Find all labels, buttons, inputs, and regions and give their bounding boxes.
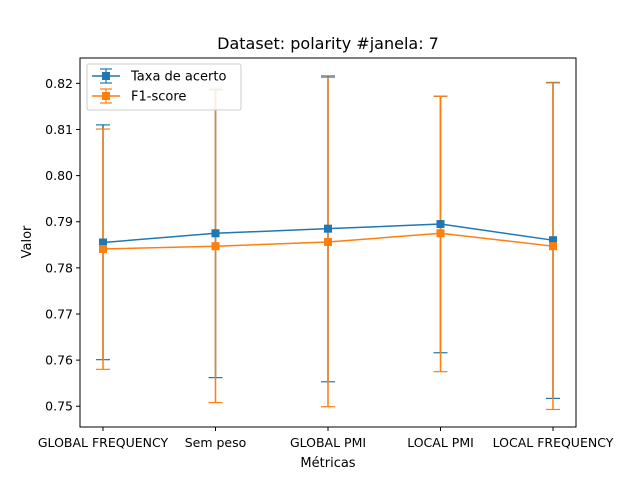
data-point: [549, 236, 557, 245]
x-tick-label: LOCAL FREQUENCY: [493, 435, 614, 450]
data-point: [324, 238, 332, 247]
x-tick-label: Sem peso: [185, 435, 247, 450]
legend: Taxa de acerto F1-score: [86, 63, 242, 111]
data-point: [324, 224, 332, 233]
y-tick-label: 0.79: [45, 214, 73, 229]
y-tick-label: 0.81: [45, 122, 73, 137]
x-tick-label: GLOBAL PMI: [290, 435, 366, 450]
data-point: [211, 242, 220, 251]
data-point: [549, 242, 557, 251]
y-axis-label: Valor: [20, 225, 35, 258]
y-axis: 0.75 0.76 0.77 0.78 0.79 0.80 0.81 0.82: [45, 76, 80, 414]
y-tick-label: 0.77: [45, 306, 73, 321]
legend-marker: [102, 72, 110, 80]
y-tick-label: 0.76: [45, 353, 73, 368]
y-tick-label: 0.80: [45, 168, 73, 183]
data-point: [436, 220, 445, 229]
legend-label: Taxa de acerto: [130, 70, 226, 85]
y-tick-label: 0.75: [45, 399, 73, 414]
data-point: [99, 244, 107, 253]
series-markers: [99, 220, 557, 253]
x-axis-label: Métricas: [300, 456, 355, 471]
legend-box: [86, 63, 242, 111]
x-tick-label: LOCAL PMI: [407, 435, 474, 450]
y-tick-label: 0.82: [45, 76, 73, 91]
data-point: [436, 229, 445, 238]
x-axis: GLOBAL FREQUENCY Sem peso GLOBAL PMI LOCAL …: [38, 427, 614, 450]
y-tick-label: 0.78: [45, 260, 73, 275]
x-tick-label: GLOBAL FREQUENCY: [38, 435, 169, 450]
data-point: [211, 229, 220, 238]
legend-marker: [102, 92, 110, 100]
data-point: [99, 238, 107, 247]
legend-label: F1-score: [131, 90, 186, 105]
chart-title: Dataset: polarity #janela: 7: [217, 34, 439, 53]
